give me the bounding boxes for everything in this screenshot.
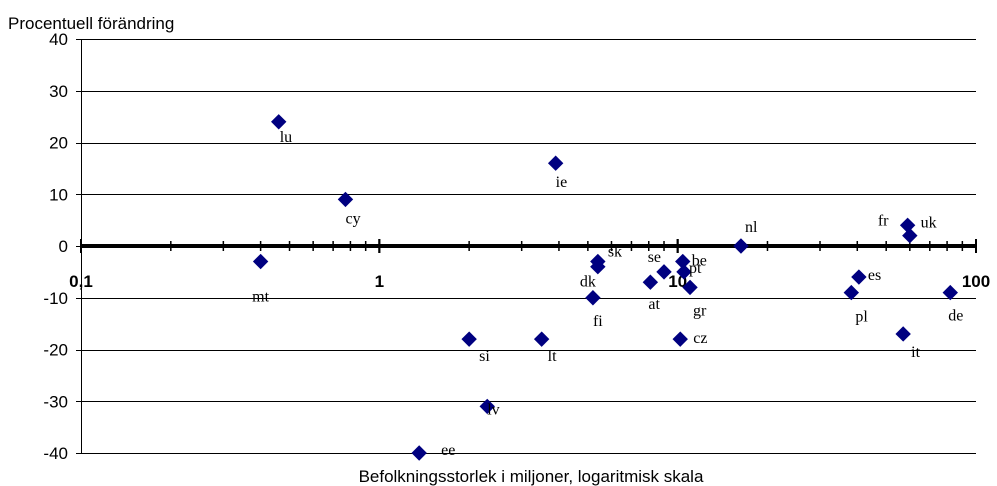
grid-lines [81,39,976,454]
y-tick-label: -20 [43,341,68,360]
point-label-pl: pl [855,309,868,326]
point-label-sk: sk [608,244,622,261]
x-axis-title: Befolkningsstorlek i miljoner, logaritmi… [359,467,704,486]
point-label-ee: ee [441,442,455,459]
data-point-pt [676,264,692,280]
point-label-at: at [648,296,660,313]
data-point-nl [733,238,749,254]
point-label-be: be [692,253,707,270]
data-point-mt [252,253,269,270]
data-point-ee [411,445,427,461]
point-label-cy: cy [345,210,360,227]
data-point-es [851,269,867,285]
y-tick-label: -10 [43,289,68,308]
point-label-mt: mt [252,289,269,306]
data-point-lu [271,114,287,130]
point-label-ie: ie [556,174,568,191]
point-label-fi: fi [593,313,603,330]
point-label-lv: lv [487,401,499,418]
x-tick-label: 100 [962,272,990,291]
data-point-ie [547,155,564,171]
data-point-pl [843,284,860,301]
data-points [252,114,958,461]
data-point-sk [590,253,606,270]
point-label-se: se [648,249,661,266]
point-label-cz: cz [693,330,707,347]
point-label-nl: nl [745,219,758,236]
data-point-fr [902,227,918,244]
point-label-gr: gr [693,302,707,319]
data-point-de [942,284,958,301]
data-point-si [461,331,477,347]
point-label-fr: fr [878,213,889,230]
data-point-uk [899,217,916,234]
y-tick-label: 20 [49,134,68,153]
data-point-it [895,326,911,342]
point-label-it: it [911,344,920,361]
data-point-lv [479,398,495,415]
data-point-gr [682,279,698,296]
y-tick-label: -30 [43,392,68,411]
point-label-dk: dk [580,274,596,291]
data-point-cy [337,191,354,208]
data-point-fi [585,290,601,306]
x-tick-label: 0,1 [69,272,93,291]
data-point-se [656,264,672,280]
point-label-es: es [868,267,881,284]
point-label-pt: pt [689,260,702,277]
point-label-lu: lu [280,129,292,146]
point-label-de: de [948,308,963,325]
y-tick-label: -40 [43,444,68,463]
point-label-si: si [479,348,490,365]
y-axis-title: Procentuell förändring [8,14,174,33]
y-tick-label: 40 [49,30,68,49]
point-label-lt: lt [548,348,557,365]
point-label-uk: uk [921,214,937,231]
y-tick-label: 10 [49,185,68,204]
y-tick-label: 0 [59,237,68,256]
data-point-at [642,274,659,290]
data-point-lt [533,331,550,347]
axes [76,39,977,454]
data-point-cz [672,331,688,347]
x-tick-label: 1 [375,272,384,291]
y-tick-label: 30 [49,82,68,101]
